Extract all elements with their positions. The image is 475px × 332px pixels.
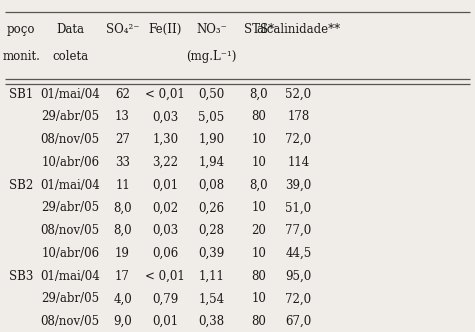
Text: 11: 11 xyxy=(115,179,130,192)
Text: 19: 19 xyxy=(115,247,130,260)
Text: Data: Data xyxy=(57,23,84,36)
Text: 4,0: 4,0 xyxy=(113,292,132,305)
Text: 08/nov/05: 08/nov/05 xyxy=(41,315,100,328)
Text: 3,22: 3,22 xyxy=(152,156,178,169)
Text: 08/nov/05: 08/nov/05 xyxy=(41,224,100,237)
Text: poço: poço xyxy=(7,23,36,36)
Text: 0,08: 0,08 xyxy=(199,179,224,192)
Text: Fe(II): Fe(II) xyxy=(149,23,182,36)
Text: 10: 10 xyxy=(251,156,266,169)
Text: SB2: SB2 xyxy=(9,179,34,192)
Text: 39,0: 39,0 xyxy=(285,179,312,192)
Text: 9,0: 9,0 xyxy=(113,315,132,328)
Text: (mg.L⁻¹): (mg.L⁻¹) xyxy=(186,50,237,63)
Text: 0,02: 0,02 xyxy=(152,202,178,214)
Text: coleta: coleta xyxy=(52,50,88,63)
Text: 13: 13 xyxy=(115,111,130,124)
Text: 5,05: 5,05 xyxy=(198,111,225,124)
Text: 8,0: 8,0 xyxy=(249,179,268,192)
Text: 10: 10 xyxy=(251,292,266,305)
Text: 0,39: 0,39 xyxy=(198,247,225,260)
Text: 8,0: 8,0 xyxy=(249,88,268,101)
Text: 0,03: 0,03 xyxy=(152,224,179,237)
Text: 01/mai/04: 01/mai/04 xyxy=(40,270,100,283)
Text: 0,79: 0,79 xyxy=(152,292,179,305)
Text: 29/abr/05: 29/abr/05 xyxy=(41,202,99,214)
Text: 80: 80 xyxy=(251,111,266,124)
Text: 1,54: 1,54 xyxy=(199,292,224,305)
Text: 17: 17 xyxy=(115,270,130,283)
Text: 33: 33 xyxy=(115,156,130,169)
Text: 52,0: 52,0 xyxy=(285,88,312,101)
Text: 67,0: 67,0 xyxy=(285,315,312,328)
Text: NO₃⁻: NO₃⁻ xyxy=(196,23,227,36)
Text: 51,0: 51,0 xyxy=(285,202,312,214)
Text: SB3: SB3 xyxy=(9,270,34,283)
Text: < 0,01: < 0,01 xyxy=(145,88,185,101)
Text: 10/abr/06: 10/abr/06 xyxy=(41,247,99,260)
Text: 0,38: 0,38 xyxy=(199,315,224,328)
Text: 0,28: 0,28 xyxy=(199,224,224,237)
Text: 95,0: 95,0 xyxy=(285,270,312,283)
Text: 01/mai/04: 01/mai/04 xyxy=(40,88,100,101)
Text: 1,11: 1,11 xyxy=(199,270,224,283)
Text: 10/abr/06: 10/abr/06 xyxy=(41,156,99,169)
Text: 72,0: 72,0 xyxy=(285,292,312,305)
Text: 0,03: 0,03 xyxy=(152,111,179,124)
Text: 1,90: 1,90 xyxy=(199,133,224,146)
Text: 44,5: 44,5 xyxy=(285,247,312,260)
Text: 0,50: 0,50 xyxy=(198,88,225,101)
Text: 0,01: 0,01 xyxy=(152,315,178,328)
Text: 20: 20 xyxy=(251,224,266,237)
Text: 29/abr/05: 29/abr/05 xyxy=(41,111,99,124)
Text: 72,0: 72,0 xyxy=(285,133,312,146)
Text: 0,01: 0,01 xyxy=(152,179,178,192)
Text: SB1: SB1 xyxy=(9,88,34,101)
Text: 62: 62 xyxy=(115,88,130,101)
Text: 8,0: 8,0 xyxy=(113,202,132,214)
Text: 0,26: 0,26 xyxy=(199,202,224,214)
Text: 10: 10 xyxy=(251,202,266,214)
Text: 80: 80 xyxy=(251,270,266,283)
Text: 178: 178 xyxy=(287,111,309,124)
Text: 10: 10 xyxy=(251,133,266,146)
Text: 29/abr/05: 29/abr/05 xyxy=(41,292,99,305)
Text: 0,06: 0,06 xyxy=(152,247,179,260)
Text: 8,0: 8,0 xyxy=(113,224,132,237)
Text: 10: 10 xyxy=(251,247,266,260)
Text: < 0,01: < 0,01 xyxy=(145,270,185,283)
Text: monit.: monit. xyxy=(2,50,40,63)
Text: 1,30: 1,30 xyxy=(152,133,178,146)
Text: alcalinidade**: alcalinidade** xyxy=(256,23,341,36)
Text: 80: 80 xyxy=(251,315,266,328)
Text: 1,94: 1,94 xyxy=(199,156,224,169)
Text: 08/nov/05: 08/nov/05 xyxy=(41,133,100,146)
Text: 01/mai/04: 01/mai/04 xyxy=(40,179,100,192)
Text: STS*: STS* xyxy=(244,23,274,36)
Text: 77,0: 77,0 xyxy=(285,224,312,237)
Text: SO₄²⁻: SO₄²⁻ xyxy=(106,23,139,36)
Text: 114: 114 xyxy=(287,156,309,169)
Text: 27: 27 xyxy=(115,133,130,146)
